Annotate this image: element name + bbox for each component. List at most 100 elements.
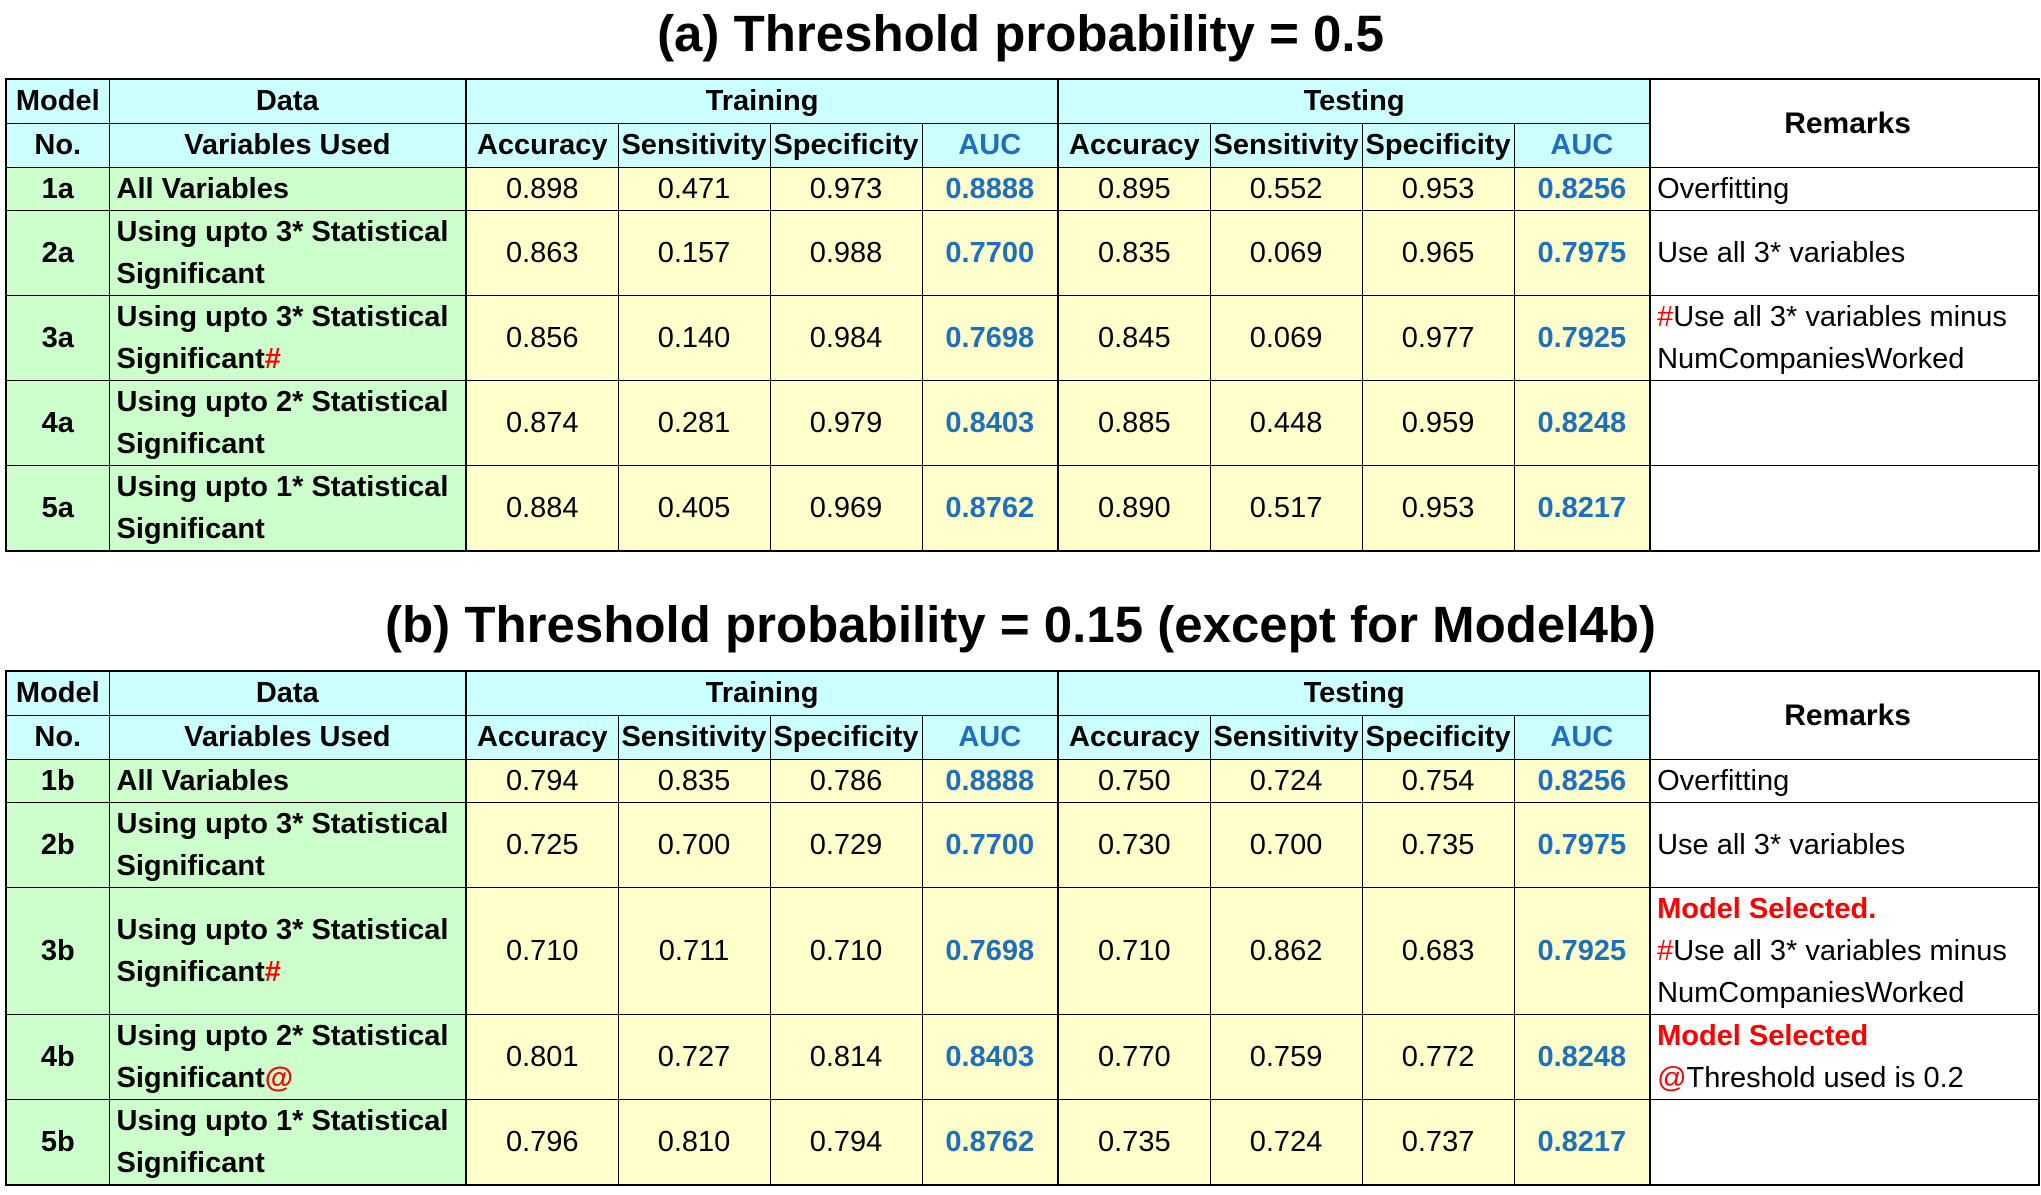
remark-line: #Use all 3* variables minus NumCompanies… — [1657, 930, 2038, 1014]
header-testing-accuracy: Accuracy — [1057, 715, 1211, 760]
header-training-specificity: Specificity — [769, 123, 923, 168]
training-specificity: 0.979 — [769, 380, 923, 466]
model-selected-label: Model Selected. — [1657, 893, 1877, 925]
remark-line: #Use all 3* variables minus NumCompanies… — [1657, 297, 2038, 380]
header-model-top: Model — [5, 670, 110, 716]
testing-auc: 0.8248 — [1513, 380, 1651, 466]
testing-accuracy: 0.730 — [1057, 802, 1211, 888]
training-specificity: 0.969 — [769, 465, 923, 552]
remarks — [1649, 465, 2040, 552]
testing-accuracy: 0.750 — [1057, 759, 1211, 803]
training-accuracy: 0.898 — [465, 167, 619, 211]
testing-accuracy: 0.845 — [1057, 295, 1211, 381]
remark-line: Use all 3* variables — [1657, 232, 2038, 274]
table-row: 4b Using upto 2* Statistical Significant@… — [5, 1014, 2040, 1100]
table-row: 2b Using upto 3* Statistical Significant 0… — [5, 802, 2040, 888]
testing-specificity: 0.683 — [1361, 887, 1515, 1015]
remark-line: Overfitting — [1657, 761, 2038, 802]
remarks: Use all 3* variables — [1649, 802, 2040, 888]
footnote-mark: # — [1657, 935, 1674, 967]
remark-text: Use all 3* variables minus NumCompaniesW… — [1657, 935, 2007, 1009]
variables-text: All Variables — [116, 765, 290, 797]
testing-accuracy: 0.735 — [1057, 1099, 1211, 1186]
header-variables-used: Variables Used — [108, 123, 467, 168]
testing-accuracy: 0.710 — [1057, 887, 1211, 1015]
header-training-auc: AUC — [921, 715, 1059, 760]
variables-text: Using upto 1* Statistical Significant — [116, 471, 449, 545]
remarks: Model Selected @Threshold used is 0.2 — [1649, 1014, 2040, 1100]
training-accuracy: 0.710 — [465, 887, 619, 1015]
header-testing-sensitivity: Sensitivity — [1209, 715, 1363, 760]
training-sensitivity: 0.711 — [617, 887, 771, 1015]
header-testing-auc: AUC — [1513, 123, 1651, 168]
testing-sensitivity: 0.724 — [1209, 1099, 1363, 1186]
training-accuracy: 0.884 — [465, 465, 619, 552]
remark-line: Use all 3* variables — [1657, 824, 2038, 866]
variables-text: Using upto 2* Statistical Significant — [116, 386, 449, 460]
variables-text: Using upto 3* Statistical Significant — [116, 914, 449, 988]
testing-accuracy: 0.770 — [1057, 1014, 1211, 1100]
remark-text: Use all 3* variables — [1657, 829, 1906, 861]
training-sensitivity: 0.810 — [617, 1099, 771, 1186]
table-row: 4a Using upto 2* Statistical Significant 0… — [5, 380, 2040, 466]
testing-accuracy: 0.890 — [1057, 465, 1211, 552]
remark-text: Overfitting — [1657, 173, 1790, 205]
table-row: 2a Using upto 3* Statistical Significant 0… — [5, 210, 2040, 296]
table-row: 3a Using upto 3* Statistical Significant#… — [5, 295, 2040, 381]
testing-sensitivity: 0.517 — [1209, 465, 1363, 552]
training-specificity: 0.794 — [769, 1099, 923, 1186]
testing-auc: 0.8256 — [1513, 167, 1651, 211]
training-auc: 0.8403 — [921, 1014, 1059, 1100]
model-id: 4b — [5, 1014, 110, 1100]
table-row: 1b All Variables 0.794 0.835 0.786 0.8888 0.75… — [5, 759, 2040, 803]
testing-specificity: 0.953 — [1361, 167, 1515, 211]
training-auc: 0.7700 — [921, 210, 1059, 296]
remarks — [1649, 1099, 2040, 1186]
remark-line: @Threshold used is 0.2 — [1657, 1057, 2038, 1099]
training-auc: 0.8762 — [921, 1099, 1059, 1186]
training-accuracy: 0.801 — [465, 1014, 619, 1100]
training-auc: 0.8888 — [921, 167, 1059, 211]
variables-used: All Variables — [108, 167, 467, 211]
model-id: 5a — [5, 465, 110, 552]
remarks — [1649, 380, 2040, 466]
header-training-sensitivity: Sensitivity — [617, 123, 771, 168]
training-specificity: 0.984 — [769, 295, 923, 381]
header-remarks: Remarks — [1649, 670, 2040, 760]
training-accuracy: 0.874 — [465, 380, 619, 466]
training-accuracy: 0.863 — [465, 210, 619, 296]
variables-used: Using upto 3* Statistical Significant# — [108, 295, 467, 381]
testing-specificity: 0.735 — [1361, 802, 1515, 888]
training-auc: 0.7700 — [921, 802, 1059, 888]
header-training-accuracy: Accuracy — [465, 123, 619, 168]
testing-sensitivity: 0.862 — [1209, 887, 1363, 1015]
testing-auc: 0.8217 — [1513, 1099, 1651, 1186]
training-auc: 0.8403 — [921, 380, 1059, 466]
testing-specificity: 0.737 — [1361, 1099, 1515, 1186]
header-testing: Testing — [1057, 78, 1651, 124]
training-specificity: 0.729 — [769, 802, 923, 888]
variables-used: Using upto 3* Statistical Significant — [108, 210, 467, 296]
training-specificity: 0.973 — [769, 167, 923, 211]
header-data-top: Data — [108, 78, 467, 124]
variables-text: Using upto 3* Statistical Significant — [116, 301, 449, 375]
variables-used: Using upto 1* Statistical Significant — [108, 1099, 467, 1186]
header-testing-specificity: Specificity — [1361, 715, 1515, 760]
testing-sensitivity: 0.448 — [1209, 380, 1363, 466]
testing-auc: 0.8256 — [1513, 759, 1651, 803]
training-sensitivity: 0.157 — [617, 210, 771, 296]
model-id: 1b — [5, 759, 110, 803]
table-b-title: (b) Threshold probability = 0.15 (except… — [385, 596, 1656, 653]
testing-sensitivity: 0.552 — [1209, 167, 1363, 211]
training-sensitivity: 0.140 — [617, 295, 771, 381]
variables-used: Using upto 1* Statistical Significant — [108, 465, 467, 552]
training-accuracy: 0.794 — [465, 759, 619, 803]
header-model-no: No. — [5, 715, 110, 760]
remarks: Overfitting — [1649, 759, 2040, 803]
testing-accuracy: 0.835 — [1057, 210, 1211, 296]
variables-used: Using upto 2* Statistical Significant — [108, 380, 467, 466]
testing-accuracy: 0.895 — [1057, 167, 1211, 211]
header-model-top: Model — [5, 78, 110, 124]
training-accuracy: 0.856 — [465, 295, 619, 381]
training-sensitivity: 0.835 — [617, 759, 771, 803]
